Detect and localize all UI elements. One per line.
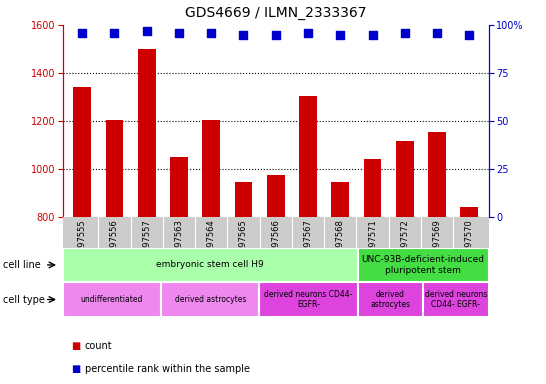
Bar bbox=[423, 282, 489, 317]
Point bbox=[175, 30, 183, 36]
Text: GSM997567: GSM997567 bbox=[304, 219, 312, 270]
Text: GSM997557: GSM997557 bbox=[142, 219, 151, 270]
Text: GSM997568: GSM997568 bbox=[336, 219, 345, 270]
Point bbox=[239, 31, 248, 38]
Bar bbox=[138, 49, 156, 217]
Point bbox=[271, 31, 280, 38]
Text: embryonic stem cell H9: embryonic stem cell H9 bbox=[156, 260, 264, 270]
Bar bbox=[105, 120, 123, 217]
Text: ■: ■ bbox=[71, 364, 80, 374]
Text: GSM997572: GSM997572 bbox=[400, 219, 410, 270]
Bar bbox=[299, 96, 317, 217]
Point bbox=[143, 28, 151, 34]
Text: derived neurons CD44-
EGFR-: derived neurons CD44- EGFR- bbox=[264, 290, 353, 309]
Text: cell type: cell type bbox=[3, 295, 45, 305]
Bar bbox=[358, 282, 423, 317]
Text: ■: ■ bbox=[71, 341, 80, 351]
Text: derived
astrocytes: derived astrocytes bbox=[370, 290, 411, 309]
Bar bbox=[267, 175, 284, 217]
Text: GSM997566: GSM997566 bbox=[271, 219, 280, 270]
Text: derived neurons
CD44- EGFR-: derived neurons CD44- EGFR- bbox=[425, 290, 487, 309]
Bar bbox=[73, 88, 91, 217]
Text: GSM997563: GSM997563 bbox=[174, 219, 183, 270]
Point bbox=[110, 30, 119, 36]
Text: GSM997569: GSM997569 bbox=[432, 219, 442, 270]
Text: percentile rank within the sample: percentile rank within the sample bbox=[85, 364, 250, 374]
Bar bbox=[331, 182, 349, 217]
Text: count: count bbox=[85, 341, 112, 351]
Text: GSM997571: GSM997571 bbox=[368, 219, 377, 270]
Title: GDS4669 / ILMN_2333367: GDS4669 / ILMN_2333367 bbox=[185, 6, 366, 20]
Point bbox=[207, 30, 216, 36]
Bar bbox=[428, 132, 446, 217]
Text: GSM997555: GSM997555 bbox=[78, 219, 87, 270]
Text: UNC-93B-deficient-induced
pluripotent stem: UNC-93B-deficient-induced pluripotent st… bbox=[361, 255, 485, 275]
Point bbox=[432, 30, 441, 36]
Bar bbox=[460, 207, 478, 217]
Text: GSM997564: GSM997564 bbox=[207, 219, 216, 270]
Point bbox=[78, 30, 86, 36]
Text: cell line: cell line bbox=[3, 260, 40, 270]
Bar bbox=[358, 248, 489, 282]
Text: GSM997556: GSM997556 bbox=[110, 219, 119, 270]
Point bbox=[465, 31, 474, 38]
Text: derived astrocytes: derived astrocytes bbox=[175, 295, 246, 304]
Point bbox=[336, 31, 345, 38]
Point bbox=[400, 30, 409, 36]
Point bbox=[304, 30, 312, 36]
Bar bbox=[161, 282, 259, 317]
Bar bbox=[63, 282, 161, 317]
Bar bbox=[396, 141, 414, 217]
Bar bbox=[170, 157, 188, 217]
Text: undifferentiated: undifferentiated bbox=[81, 295, 143, 304]
Bar bbox=[235, 182, 252, 217]
Bar bbox=[259, 282, 358, 317]
Bar bbox=[63, 248, 358, 282]
Text: GSM997570: GSM997570 bbox=[465, 219, 474, 270]
Text: GSM997565: GSM997565 bbox=[239, 219, 248, 270]
Point bbox=[368, 31, 377, 38]
Bar bbox=[364, 159, 382, 217]
Bar bbox=[203, 120, 220, 217]
